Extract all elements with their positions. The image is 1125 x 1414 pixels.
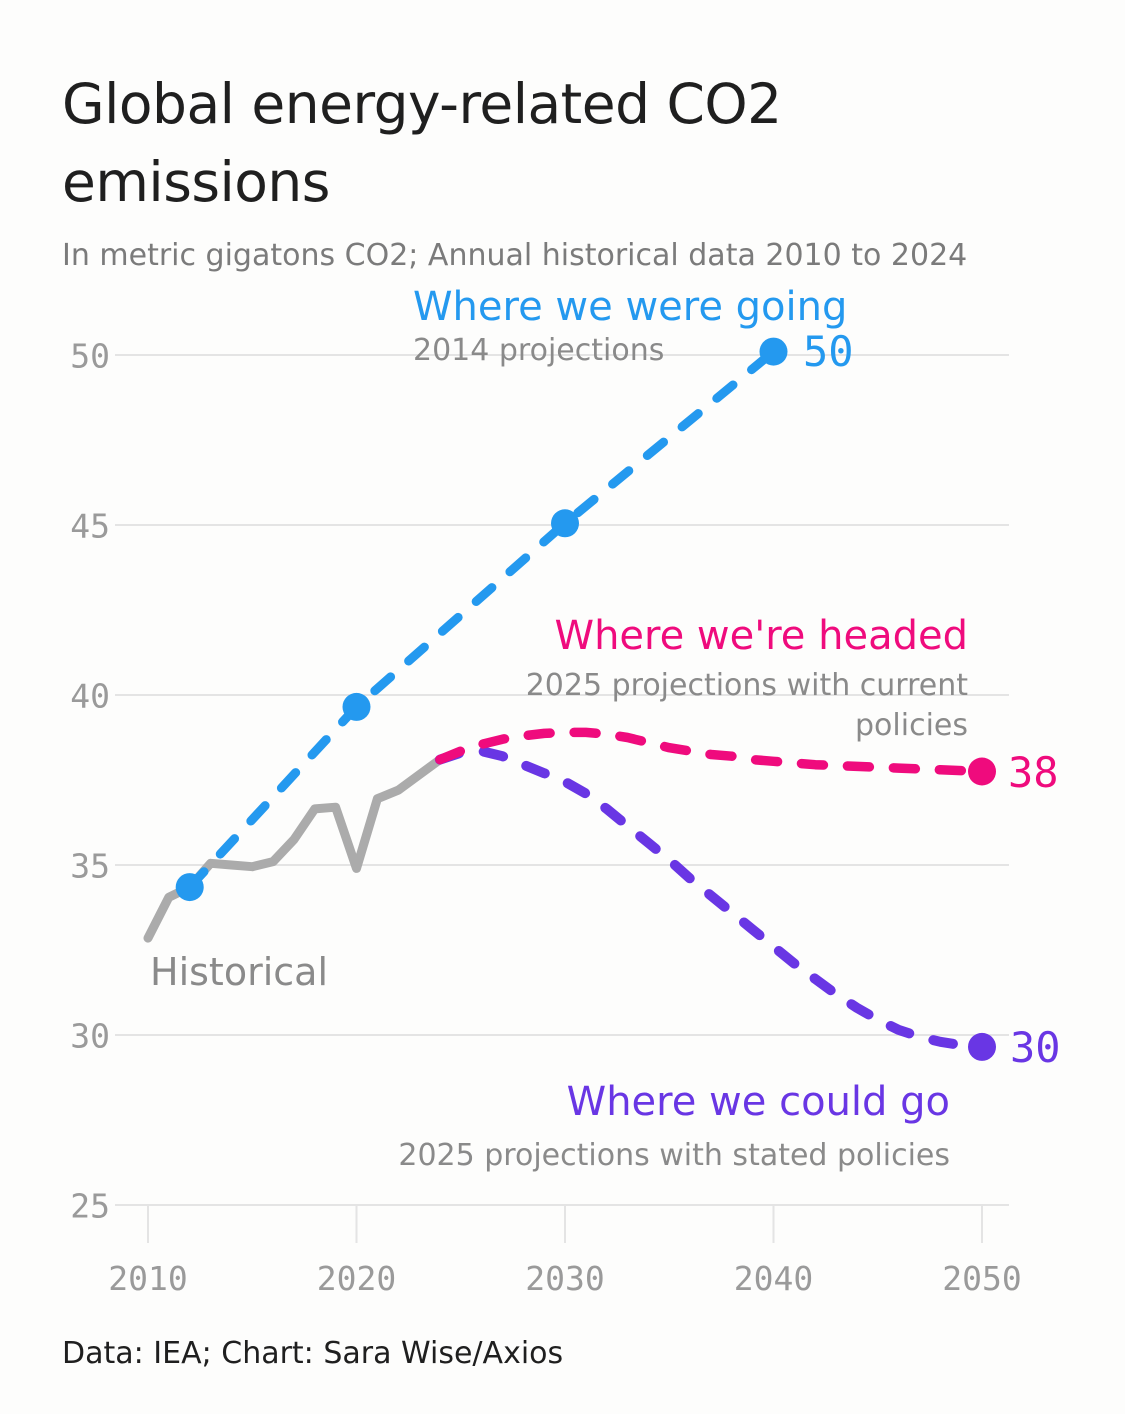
marker-could-2050 xyxy=(968,1032,996,1061)
series-line-historical xyxy=(143,755,445,943)
chart-title: Global energy-related CO2 emissions xyxy=(62,71,782,214)
x-axis-label-2010: 2010 xyxy=(108,1259,187,1298)
source-credit: Data: IEA; Chart: Sara Wise/Axios xyxy=(62,1336,564,1371)
y-axis-label-35: 35 xyxy=(70,847,110,886)
y-axis-label-30: 30 xyxy=(70,1017,110,1056)
x-axis-label-2040: 2040 xyxy=(734,1259,813,1298)
x-axis-label-2050: 2050 xyxy=(942,1259,1021,1298)
end-value-label-going: 50 xyxy=(803,327,854,376)
annotation-historical-label: Historical xyxy=(150,950,328,994)
series-line-could xyxy=(434,746,987,1052)
y-axis-label-25: 25 xyxy=(70,1187,110,1226)
marker-going-2012 xyxy=(175,873,204,902)
marker-headed-2050 xyxy=(968,757,996,786)
end-value-label-could: 30 xyxy=(1010,1023,1061,1072)
annotation-sub-going: 2014 projections xyxy=(413,333,665,368)
annotation-where-we-were-going: Where we were going 2014 projections xyxy=(413,283,847,371)
x-axis-label-2020: 2020 xyxy=(317,1259,396,1298)
annotation-heading-going: Where we were going xyxy=(413,284,848,330)
annotation-sub-could: 2025 projections with stated policies xyxy=(398,1138,950,1173)
marker-going-2020 xyxy=(342,692,371,721)
y-axis-label-45: 45 xyxy=(70,507,110,546)
annotation-sub-headed: 2025 projections with current policies xyxy=(525,668,968,743)
end-value-label-headed: 38 xyxy=(1008,748,1059,797)
marker-going-2030 xyxy=(551,509,579,538)
annotation-heading-could: Where we could go xyxy=(566,1079,950,1125)
series-line-going xyxy=(185,347,778,892)
chart-subtitle: In metric gigatons CO2; Annual historica… xyxy=(62,238,968,273)
y-axis-label-40: 40 xyxy=(70,677,110,716)
annotation-where-we-could-go: Where we could go 2025 projections with … xyxy=(398,1078,950,1176)
y-axis-label-50: 50 xyxy=(70,337,110,376)
annotation-heading-headed: Where we're headed xyxy=(554,613,968,659)
x-axis-label-2030: 2030 xyxy=(525,1259,604,1298)
annotation-where-were-headed: Where we're headed 2025 projections with… xyxy=(508,612,968,746)
marker-going-2040 xyxy=(759,337,788,366)
